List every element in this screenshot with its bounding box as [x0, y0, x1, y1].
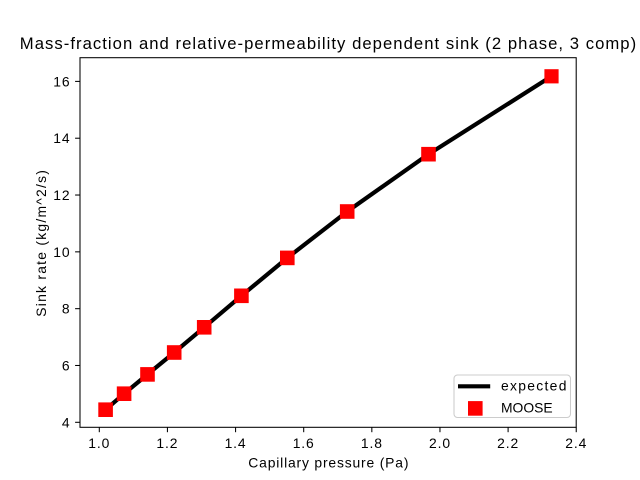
- svg-text:Sink rate (kg/m^2/s): Sink rate (kg/m^2/s): [33, 169, 49, 317]
- svg-text:10: 10: [53, 244, 70, 260]
- svg-text:2.4: 2.4: [565, 435, 587, 451]
- svg-text:Mass-fraction and relative-per: Mass-fraction and relative-permeability …: [20, 34, 637, 53]
- svg-text:1.8: 1.8: [361, 435, 383, 451]
- svg-text:MOOSE: MOOSE: [501, 400, 553, 416]
- svg-text:expected: expected: [501, 378, 568, 394]
- svg-text:8: 8: [62, 301, 71, 317]
- svg-text:12: 12: [53, 187, 70, 203]
- svg-text:2.0: 2.0: [429, 435, 451, 451]
- svg-text:16: 16: [53, 73, 70, 89]
- svg-text:1.0: 1.0: [88, 435, 110, 451]
- svg-text:1.4: 1.4: [225, 435, 247, 451]
- svg-text:6: 6: [62, 358, 71, 374]
- svg-text:Capillary pressure (Pa): Capillary pressure (Pa): [248, 454, 409, 470]
- svg-text:2.2: 2.2: [497, 435, 519, 451]
- svg-text:1.2: 1.2: [156, 435, 178, 451]
- svg-text:1.6: 1.6: [293, 435, 315, 451]
- svg-text:4: 4: [62, 414, 71, 430]
- svg-text:14: 14: [53, 130, 70, 146]
